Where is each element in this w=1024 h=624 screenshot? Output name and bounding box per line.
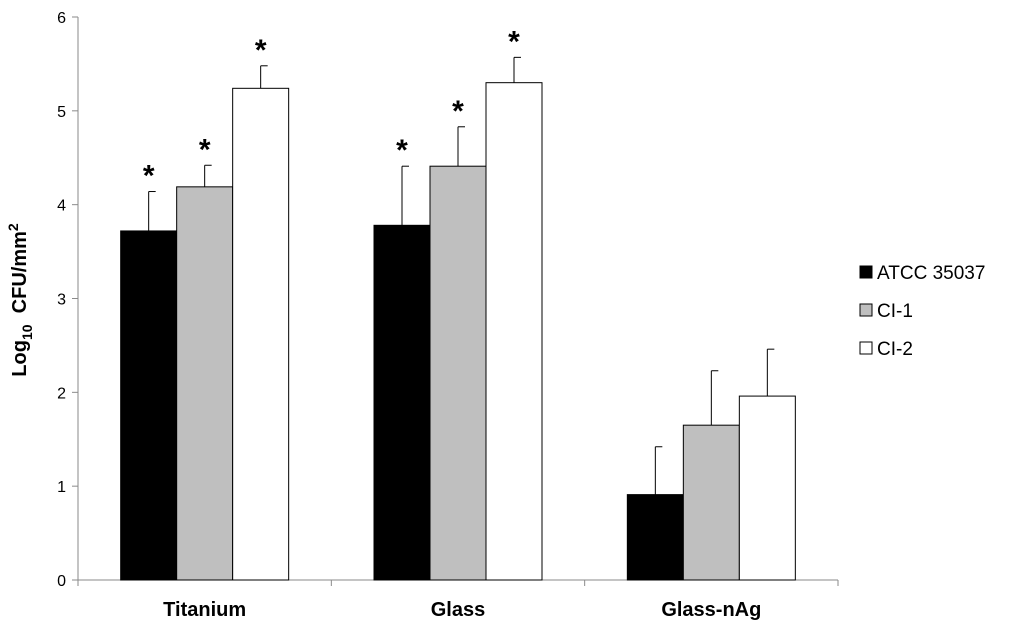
bar <box>626 494 684 581</box>
legend-label: CI-1 <box>877 301 913 322</box>
bar <box>120 230 178 581</box>
bar <box>429 165 487 581</box>
significance-star: * <box>255 34 267 67</box>
legend-label: ATCC 35037 <box>877 263 985 284</box>
legend-label: CI-2 <box>877 339 913 360</box>
category-labels: Titanium Glass Glass-nAg <box>163 599 761 621</box>
category-label: Titanium <box>163 599 246 621</box>
legend-swatch <box>859 265 873 279</box>
y-tick-label: 1 <box>57 479 66 496</box>
y-tick-label: 6 <box>57 10 66 27</box>
y-tick-label: 3 <box>57 292 66 309</box>
category-label: Glass <box>431 599 485 621</box>
category-label: Glass-nAg <box>661 599 761 621</box>
bar <box>485 82 543 581</box>
significance-star: * <box>452 95 464 128</box>
y-tick-label: 4 <box>57 198 66 215</box>
significance-star: * <box>396 134 408 167</box>
bar <box>738 395 796 581</box>
bar <box>232 87 290 581</box>
bar <box>373 224 431 581</box>
significance-star: * <box>199 133 211 166</box>
bar <box>176 186 234 581</box>
significance-star: * <box>508 25 520 58</box>
plot-area: * * * * * * <box>72 16 839 586</box>
y-tick-label: 2 <box>57 385 66 402</box>
significance-star: * <box>143 160 155 193</box>
legend: ATCC 35037 CI-1 CI-2 <box>859 263 985 360</box>
y-tick-label: 0 <box>57 573 66 590</box>
legend-swatch <box>859 303 873 317</box>
bar <box>682 424 740 581</box>
y-axis-label: Log10 CFU/mm2 <box>5 223 35 377</box>
y-tick-labels: 0 1 2 3 4 5 6 <box>57 10 66 590</box>
legend-swatch <box>859 341 873 355</box>
y-tick-label: 5 <box>57 104 66 121</box>
